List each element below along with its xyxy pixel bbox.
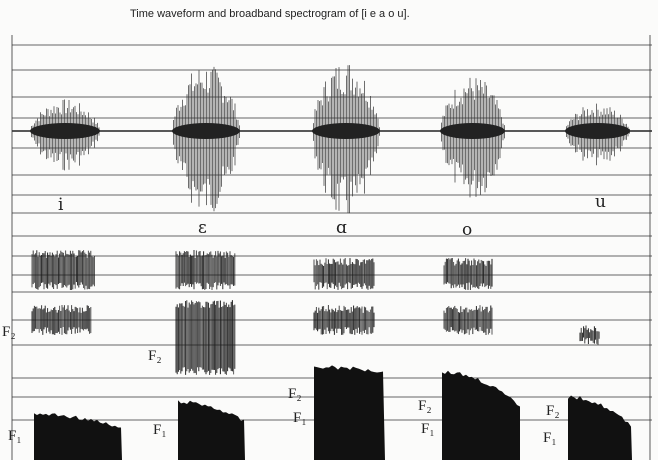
formant-label: F₂ <box>288 386 302 402</box>
formant-label: F₁ <box>543 430 557 446</box>
wave-core <box>312 123 380 139</box>
wave-core <box>565 123 630 139</box>
formant-label: F₂ <box>546 403 560 419</box>
formant-label: F₁ <box>421 421 435 437</box>
spectrogram <box>31 250 632 460</box>
formant-band <box>314 365 385 460</box>
vowel-label: u <box>595 192 606 212</box>
formant-band <box>178 400 245 460</box>
formant-label: F₂ <box>148 348 162 364</box>
vowel-label: i <box>58 195 64 215</box>
vowel-label: o <box>462 220 472 240</box>
vowel-label: ɛ <box>198 218 207 238</box>
wave-core <box>172 123 240 139</box>
wave-core <box>30 123 100 139</box>
formant-band <box>568 395 632 460</box>
formant-label: F₁ <box>8 428 22 444</box>
formant-band <box>442 370 520 460</box>
formant-band <box>34 412 122 460</box>
vowel-label: ɑ <box>336 218 347 238</box>
formant-label: F₂ <box>418 398 432 414</box>
formant-label: F₁ <box>153 422 167 438</box>
figure-title: Time waveform and broadband spectrogram … <box>130 8 410 20</box>
formant-label: F₁ <box>293 410 307 426</box>
formant-label: F₂ <box>2 324 16 340</box>
wave-core <box>440 123 505 139</box>
waveform <box>30 65 630 214</box>
